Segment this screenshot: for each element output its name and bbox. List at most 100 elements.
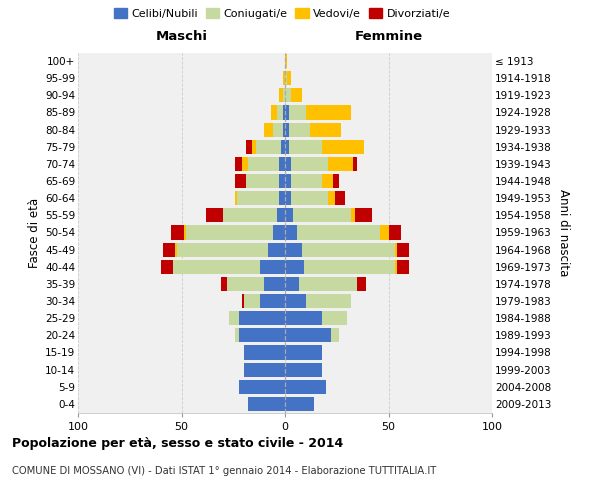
Bar bbox=[223, 208, 277, 222]
Bar bbox=[277, 106, 283, 120]
Bar bbox=[260, 260, 285, 274]
Bar bbox=[242, 294, 244, 308]
Bar bbox=[173, 260, 260, 274]
Bar bbox=[353, 157, 358, 171]
Bar bbox=[304, 260, 395, 274]
Bar bbox=[171, 226, 184, 239]
Bar bbox=[271, 106, 277, 120]
Bar bbox=[239, 311, 285, 325]
Bar bbox=[299, 277, 358, 291]
Text: Femmine: Femmine bbox=[355, 30, 422, 43]
Bar bbox=[245, 174, 279, 188]
Bar bbox=[351, 208, 355, 222]
Bar bbox=[285, 380, 326, 394]
Bar bbox=[227, 277, 265, 291]
Bar bbox=[272, 226, 285, 239]
Bar bbox=[322, 311, 347, 325]
Bar bbox=[285, 226, 298, 239]
Bar bbox=[235, 191, 238, 205]
Bar bbox=[395, 260, 397, 274]
Text: COMUNE DI MOSSANO (VI) - Dati ISTAT 1° gennaio 2014 - Elaborazione TUTTITALIA.IT: COMUNE DI MOSSANO (VI) - Dati ISTAT 1° g… bbox=[12, 466, 436, 476]
Bar bbox=[244, 294, 260, 308]
Bar bbox=[252, 140, 256, 154]
Bar bbox=[235, 157, 242, 171]
Bar bbox=[285, 122, 289, 136]
Bar bbox=[306, 106, 351, 120]
Bar bbox=[244, 362, 285, 376]
Bar bbox=[206, 208, 223, 222]
Bar bbox=[285, 277, 299, 291]
Bar bbox=[235, 328, 239, 342]
Text: Popolazione per età, sesso e stato civile - 2014: Popolazione per età, sesso e stato civil… bbox=[12, 438, 343, 450]
Bar bbox=[283, 88, 285, 102]
Bar bbox=[260, 294, 285, 308]
Bar bbox=[285, 328, 331, 342]
Bar bbox=[239, 328, 285, 342]
Bar bbox=[279, 191, 285, 205]
Bar bbox=[289, 140, 322, 154]
Bar bbox=[285, 174, 291, 188]
Bar bbox=[397, 242, 409, 256]
Bar bbox=[175, 242, 178, 256]
Bar bbox=[256, 140, 281, 154]
Bar bbox=[277, 208, 285, 222]
Bar bbox=[235, 174, 245, 188]
Y-axis label: Anni di nascita: Anni di nascita bbox=[557, 189, 569, 276]
Bar bbox=[163, 242, 175, 256]
Bar bbox=[283, 106, 285, 120]
Bar bbox=[335, 191, 345, 205]
Text: Maschi: Maschi bbox=[155, 30, 208, 43]
Bar bbox=[331, 328, 339, 342]
Bar bbox=[245, 140, 252, 154]
Bar bbox=[291, 174, 322, 188]
Bar bbox=[283, 122, 285, 136]
Bar bbox=[285, 242, 302, 256]
Bar bbox=[283, 71, 285, 85]
Bar bbox=[291, 157, 328, 171]
Bar bbox=[310, 122, 341, 136]
Bar bbox=[265, 122, 272, 136]
Bar bbox=[248, 397, 285, 411]
Bar bbox=[279, 88, 283, 102]
Bar bbox=[289, 122, 310, 136]
Bar bbox=[161, 260, 173, 274]
Bar bbox=[322, 174, 332, 188]
Bar bbox=[322, 140, 364, 154]
Bar bbox=[358, 277, 366, 291]
Bar bbox=[239, 380, 285, 394]
Bar bbox=[332, 174, 339, 188]
Bar bbox=[285, 397, 314, 411]
Bar bbox=[279, 157, 285, 171]
Bar bbox=[242, 157, 248, 171]
Bar bbox=[248, 157, 279, 171]
Bar bbox=[279, 174, 285, 188]
Bar bbox=[285, 294, 306, 308]
Bar bbox=[285, 311, 322, 325]
Bar bbox=[298, 226, 380, 239]
Bar bbox=[244, 346, 285, 360]
Bar bbox=[238, 191, 279, 205]
Legend: Celibi/Nubili, Coniugati/e, Vedovi/e, Divorziati/e: Celibi/Nubili, Coniugati/e, Vedovi/e, Di… bbox=[114, 8, 450, 19]
Bar bbox=[293, 208, 351, 222]
Bar bbox=[395, 242, 397, 256]
Bar bbox=[285, 260, 304, 274]
Bar bbox=[328, 157, 353, 171]
Bar bbox=[285, 346, 322, 360]
Bar bbox=[285, 157, 291, 171]
Bar bbox=[285, 140, 289, 154]
Bar bbox=[287, 71, 291, 85]
Bar bbox=[285, 208, 293, 222]
Y-axis label: Fasce di età: Fasce di età bbox=[28, 198, 41, 268]
Bar bbox=[291, 88, 302, 102]
Bar bbox=[355, 208, 372, 222]
Bar bbox=[389, 226, 401, 239]
Bar bbox=[285, 88, 291, 102]
Bar bbox=[268, 242, 285, 256]
Bar bbox=[285, 106, 289, 120]
Bar bbox=[397, 260, 409, 274]
Bar bbox=[184, 226, 185, 239]
Bar bbox=[328, 191, 335, 205]
Bar bbox=[221, 277, 227, 291]
Bar bbox=[285, 54, 287, 68]
Bar bbox=[185, 226, 272, 239]
